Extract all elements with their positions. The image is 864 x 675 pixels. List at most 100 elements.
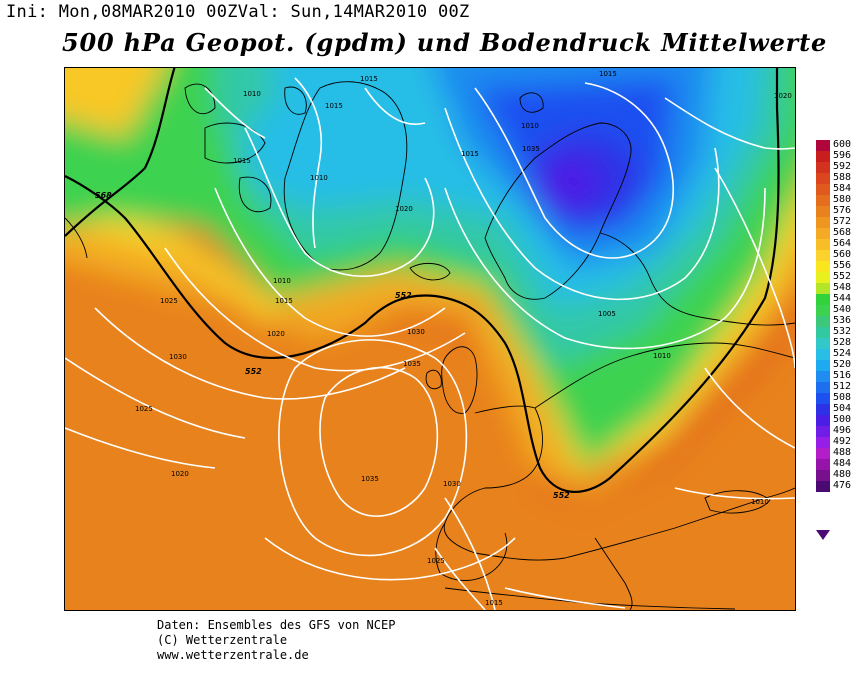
legend-swatch (816, 360, 830, 371)
credit-website-link[interactable]: www.wetterzentrale.de (157, 648, 309, 662)
legend-swatch (816, 382, 830, 393)
legend-entry: 560 (816, 249, 864, 261)
legend-entry: 588 (816, 172, 864, 184)
geopotential-field (65, 68, 795, 610)
legend-swatch (816, 261, 830, 272)
legend-swatch (816, 173, 830, 184)
legend-label: 540 (833, 304, 852, 315)
legend-entry: 532 (816, 326, 864, 338)
legend-label: 516 (833, 370, 852, 381)
isobar-label: 1025 (160, 297, 178, 305)
legend-entry: 568 (816, 227, 864, 239)
legend-entry: 596 (816, 150, 864, 162)
isobar-label: 1010 (653, 352, 671, 360)
isobar-label: 1030 (407, 328, 425, 336)
map-canvas: 1015 1010 1015 1015 1010 1020 1010 1015 … (65, 68, 795, 610)
init-label: Ini: (6, 2, 49, 22)
legend-entry: 564 (816, 238, 864, 250)
legend-swatch (816, 250, 830, 261)
legend-entry: 476 (816, 480, 864, 492)
iceland-outline (409, 262, 451, 281)
isobars (65, 77, 795, 610)
legend-label: 484 (833, 458, 852, 469)
legend-entry: 528 (816, 337, 864, 349)
legend-entry: 540 (816, 304, 864, 316)
legend-label: 576 (833, 205, 852, 216)
legend-entry: 480 (816, 469, 864, 481)
legend-label: 560 (833, 249, 852, 260)
legend-label: 512 (833, 381, 852, 392)
legend-swatch (816, 448, 830, 459)
legend-swatch (816, 393, 830, 404)
credit-data-source: Daten: Ensembles des GFS von NCEP (157, 618, 396, 632)
contour-labels: 568 552 552 552 (95, 191, 570, 500)
legend-swatch (816, 162, 830, 173)
legend-entry: 600 (816, 139, 864, 151)
legend-swatch (816, 371, 830, 382)
isobar-label: 1020 (171, 470, 189, 478)
run-info-header: Ini: Mon,08MAR2010 00ZVal: Sun,14MAR2010… (6, 2, 470, 22)
isobar-label: 1015 (233, 157, 251, 165)
isobar-label: 1010 (310, 174, 328, 182)
legend-entry: 488 (816, 447, 864, 459)
isobar-label: 1035 (403, 360, 421, 368)
legend-label: 556 (833, 260, 852, 271)
contour-label-552: 552 (553, 491, 570, 500)
legend-swatch (816, 404, 830, 415)
legend-swatch (816, 272, 830, 283)
isobar-label: 1035 (361, 475, 379, 483)
isobar-label: 1020 (395, 205, 413, 213)
isobar-label: 1015 (599, 70, 617, 78)
legend-bottom-arrow (816, 530, 830, 540)
legend-entry: 496 (816, 425, 864, 437)
ireland-outline (425, 369, 442, 390)
isobar-label: 1020 (774, 92, 792, 100)
legend-label: 584 (833, 183, 852, 194)
legend-swatch (816, 140, 830, 151)
legend-entry: 556 (816, 260, 864, 272)
map-title: 500 hPa Geopot. (gpdm) und Bodendruck Mi… (62, 28, 828, 57)
legend-label: 568 (833, 227, 852, 238)
legend-swatch (816, 294, 830, 305)
legend-label: 572 (833, 216, 852, 227)
isobar-label: 1030 (169, 353, 187, 361)
legend-swatch (816, 217, 830, 228)
legend-swatch (816, 459, 830, 470)
isobar-labels: 1015 1010 1015 1015 1010 1020 1010 1015 … (135, 70, 792, 607)
legend-label: 504 (833, 403, 852, 414)
isobar-label: 1010 (273, 277, 291, 285)
legend-label: 580 (833, 194, 852, 205)
weather-map: 1015 1010 1015 1015 1010 1020 1010 1015 … (64, 67, 796, 611)
geopotential-contours (65, 68, 780, 493)
isobar-label: 1005 (598, 310, 616, 318)
legend-label: 528 (833, 337, 852, 348)
legend-swatch (816, 338, 830, 349)
legend-entry: 536 (816, 315, 864, 327)
contour-label-568: 568 (95, 191, 112, 200)
credit-copyright: (C) Wetterzentrale (157, 633, 288, 647)
init-value: Mon,08MAR2010 00Z (58, 2, 238, 22)
legend-label: 552 (833, 271, 852, 282)
isobar-label: 1030 (443, 480, 461, 488)
legend-swatch (816, 228, 830, 239)
legend-entry: 524 (816, 348, 864, 360)
legend-swatch (816, 305, 830, 316)
coastlines (65, 81, 795, 610)
legend-label: 592 (833, 161, 852, 172)
legend-label: 480 (833, 469, 852, 480)
legend-entry: 544 (816, 293, 864, 305)
legend-swatch (816, 184, 830, 195)
scandinavia-outline (484, 122, 632, 300)
legend-swatch (816, 206, 830, 217)
legend-entry: 484 (816, 458, 864, 470)
legend-swatch (816, 327, 830, 338)
isobar-label: 1015 (485, 599, 503, 607)
legend-entry: 500 (816, 414, 864, 426)
legend-entry: 548 (816, 282, 864, 294)
contour-label-552: 552 (395, 291, 412, 300)
legend-entry: 592 (816, 161, 864, 173)
legend-entry: 552 (816, 271, 864, 283)
legend-entry: 512 (816, 381, 864, 393)
legend-label: 524 (833, 348, 852, 359)
valid-value: Sun,14MAR2010 00Z (290, 2, 470, 22)
